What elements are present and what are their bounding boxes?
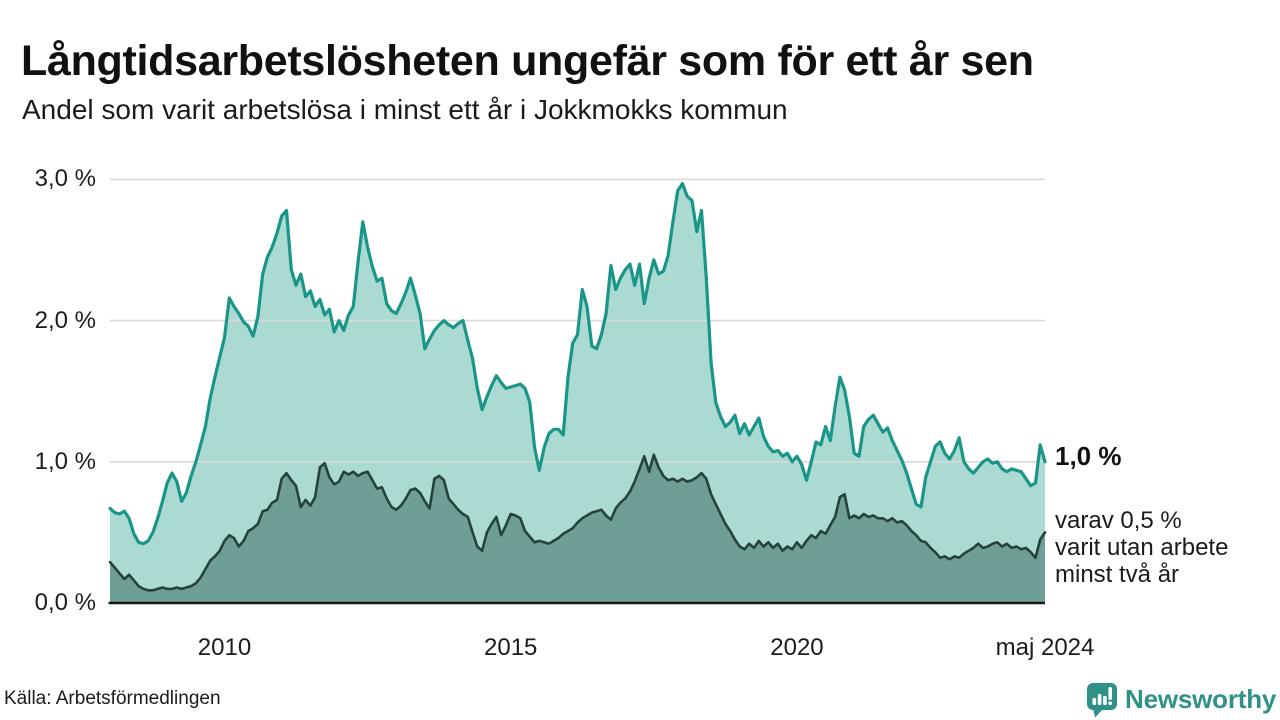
- series-end-value-label: 1,0 %: [1055, 441, 1122, 471]
- area-unemployed-two-years: [110, 454, 1045, 603]
- newsworthy-logo-text: Newsworthy: [1125, 684, 1277, 714]
- x-axis-tick-label: maj 2024: [995, 634, 1095, 661]
- y-axis-tick-label: 1,0 %: [34, 447, 96, 475]
- series-two-year-annotation: varav 0,5 % varit utan arbete minst två …: [1055, 507, 1228, 588]
- x-axis-tick-label: 2010: [197, 634, 252, 661]
- newsworthy-bubble-icon: [1087, 683, 1117, 718]
- x-axis-tick-label: 2015: [484, 634, 538, 661]
- newsworthy-logo: Newsworthy: [1086, 682, 1276, 718]
- y-axis-tick-label: 2,0 %: [34, 306, 96, 334]
- page-title: Långtidsarbetslösheten ungefär som för e…: [21, 36, 1034, 85]
- x-axis-tick-label: 2020: [770, 634, 824, 661]
- annotation-line: varit utan arbete: [1055, 534, 1229, 561]
- chart-subtitle: Andel som varit arbetslösa i minst ett å…: [22, 94, 788, 125]
- source-credit: Källa: Arbetsförmedlingen: [4, 688, 221, 709]
- line-unemployed-two-years: [108, 453, 1047, 592]
- annotation-line: minst två år: [1055, 561, 1180, 588]
- y-axis-tick-label: 3,0 %: [34, 165, 96, 193]
- line-unemployed-one-year: [108, 182, 1047, 546]
- y-axis-tick-label: 0,0 %: [34, 589, 96, 616]
- annotation-line: varav 0,5 %: [1055, 507, 1182, 534]
